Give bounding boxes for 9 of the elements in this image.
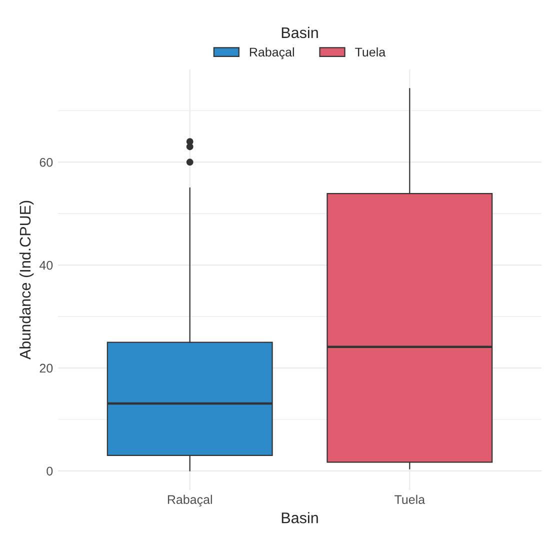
y-axis-title: Abundance (Ind.CPUE) xyxy=(19,200,34,360)
y-tick-label: 20 xyxy=(40,364,53,373)
y-tick-label: 40 xyxy=(40,260,53,270)
legend-label: Tuela xyxy=(355,47,386,57)
legend-title: Basin xyxy=(282,26,318,38)
x-axis-title: Basin xyxy=(282,512,318,524)
legend-label: Rabaçal xyxy=(250,47,294,60)
y-tick-label: 0 xyxy=(46,466,53,476)
y-tick-label: 60 xyxy=(40,158,53,167)
